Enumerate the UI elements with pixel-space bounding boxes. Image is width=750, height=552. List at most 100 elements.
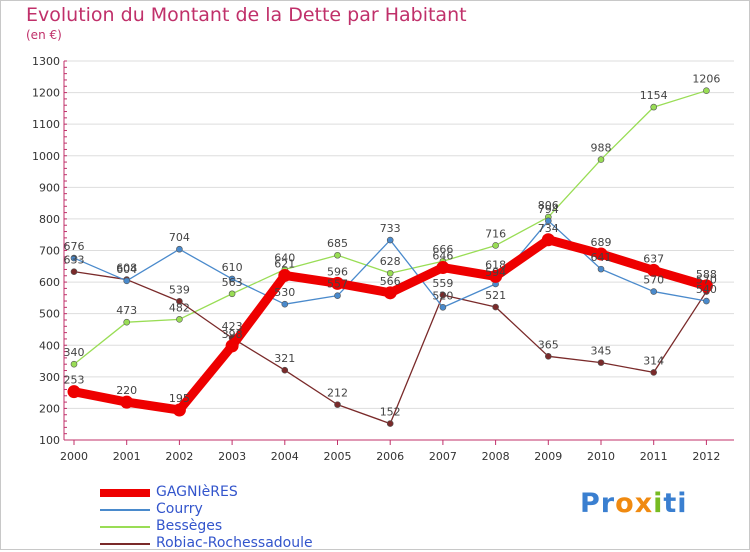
data-point-robiac-rochessadoule	[386, 420, 394, 427]
data-point-courry	[439, 304, 447, 311]
data-point-robiac-rochessadoule	[650, 369, 658, 376]
data-point-gagnieres	[331, 276, 344, 290]
data-label-courry: 794	[538, 203, 559, 216]
data-point-courry	[334, 292, 341, 299]
data-point-gagnieres	[278, 268, 292, 282]
x-tick-label: 2008	[482, 450, 510, 463]
x-tick-label: 2003	[218, 450, 246, 463]
data-label-robiac-rochessadoule: 570	[696, 274, 717, 287]
x-tick-label: 2009	[534, 450, 562, 463]
data-label-besseges: 640	[274, 251, 295, 264]
data-point-besseges	[334, 251, 341, 259]
legend: GAGNIèRES Courry Bessèges Robiac-Rochessado…	[100, 484, 313, 552]
data-label-gagnieres: 689	[591, 236, 612, 249]
x-tick-label: 2002	[165, 450, 193, 463]
data-point-courry	[703, 297, 710, 305]
data-point-robiac-rochessadoule	[492, 303, 499, 311]
data-label-besseges: 1154	[640, 89, 668, 102]
data-point-besseges	[386, 269, 394, 277]
data-label-robiac-rochessadoule: 608	[116, 262, 137, 275]
data-label-gagnieres: 646	[432, 250, 453, 263]
x-tick-label: 2007	[429, 450, 457, 463]
y-tick-label: 700	[39, 245, 60, 258]
x-tick-label: 2010	[587, 450, 615, 463]
logo-letter: i	[677, 488, 688, 519]
data-label-courry: 604	[116, 263, 137, 276]
logo-letter: x	[634, 488, 654, 519]
data-point-courry	[281, 300, 289, 308]
data-point-courry	[544, 217, 552, 225]
data-label-gagnieres: 566	[380, 275, 401, 288]
data-point-besseges	[650, 103, 658, 111]
data-label-courry: 540	[696, 283, 717, 296]
data-point-courry	[650, 288, 658, 295]
y-tick-label: 1000	[32, 150, 60, 163]
chart-subtitle: (en €)	[26, 28, 62, 42]
x-tick-label: 2004	[271, 450, 299, 463]
data-point-gagnieres	[225, 339, 239, 353]
y-tick-label: 300	[39, 371, 60, 384]
logo-letter: P	[580, 488, 601, 519]
data-label-gagnieres: 637	[643, 252, 664, 265]
legend-item-courry: Courry	[100, 501, 313, 518]
data-label-courry: 676	[64, 240, 85, 253]
data-point-gagnieres	[647, 263, 661, 277]
legend-swatch	[100, 488, 150, 497]
data-label-besseges: 685	[327, 237, 348, 250]
data-point-robiac-rochessadoule	[439, 291, 447, 299]
data-label-robiac-rochessadoule: 212	[327, 387, 348, 400]
data-label-robiac-rochessadoule: 521	[485, 289, 506, 302]
data-point-robiac-rochessadoule	[544, 353, 552, 360]
data-label-besseges: 628	[380, 255, 401, 268]
data-label-gagnieres: 621	[274, 257, 295, 270]
y-tick-label: 900	[39, 181, 60, 194]
data-point-robiac-rochessadoule	[597, 359, 605, 366]
y-tick-label: 500	[39, 308, 60, 321]
data-label-gagnieres: 588	[696, 268, 717, 281]
data-point-courry	[123, 277, 130, 285]
legend-item-besseges: Bessèges	[100, 518, 313, 535]
data-point-besseges	[492, 242, 499, 249]
data-point-besseges	[597, 156, 605, 163]
data-point-gagnieres	[172, 403, 186, 417]
x-tick-label: 2000	[60, 450, 88, 463]
logo-letter: o	[615, 488, 635, 519]
data-label-courry: 641	[591, 251, 612, 264]
legend-label: Bessèges	[156, 518, 223, 534]
data-label-gagnieres: 596	[327, 265, 348, 278]
data-point-robiac-rochessadoule	[70, 268, 78, 275]
proxiti-logo: Proxiti	[580, 488, 688, 519]
y-tick-label: 1300	[32, 55, 60, 68]
data-point-courry	[386, 236, 394, 244]
data-label-besseges: 666	[432, 243, 453, 256]
data-label-robiac-rochessadoule: 345	[591, 345, 612, 358]
data-point-robiac-rochessadoule	[334, 401, 341, 408]
x-tick-label: 2006	[376, 450, 404, 463]
legend-label: Robiac-Rochessadoule	[156, 535, 313, 551]
data-label-courry: 570	[643, 274, 664, 287]
data-point-besseges	[228, 290, 236, 298]
data-point-gagnieres	[489, 269, 503, 283]
data-label-besseges: 473	[116, 304, 137, 317]
y-tick-label: 100	[39, 434, 60, 447]
data-point-besseges	[70, 360, 78, 368]
y-tick-label: 1100	[32, 118, 60, 131]
data-point-gagnieres	[120, 395, 134, 409]
legend-item-gagnieres: GAGNIèRES	[100, 484, 313, 501]
data-point-courry	[597, 265, 605, 273]
y-tick-label: 800	[39, 213, 60, 226]
y-tick-label: 400	[39, 339, 60, 352]
logo-letter: t	[663, 488, 678, 519]
data-label-besseges: 988	[591, 142, 612, 155]
data-label-courry: 594	[485, 266, 506, 279]
data-point-gagnieres	[383, 286, 397, 300]
data-label-besseges: 1206	[692, 73, 720, 86]
legend-swatch	[100, 508, 150, 511]
data-label-courry: 610	[222, 261, 243, 274]
data-point-gagnieres	[541, 233, 555, 247]
y-tick-label: 200	[39, 402, 60, 415]
data-label-robiac-rochessadoule: 559	[432, 277, 453, 290]
chart-title: Evolution du Montant de la Dette par Hab…	[26, 4, 467, 26]
data-point-besseges	[176, 316, 183, 323]
